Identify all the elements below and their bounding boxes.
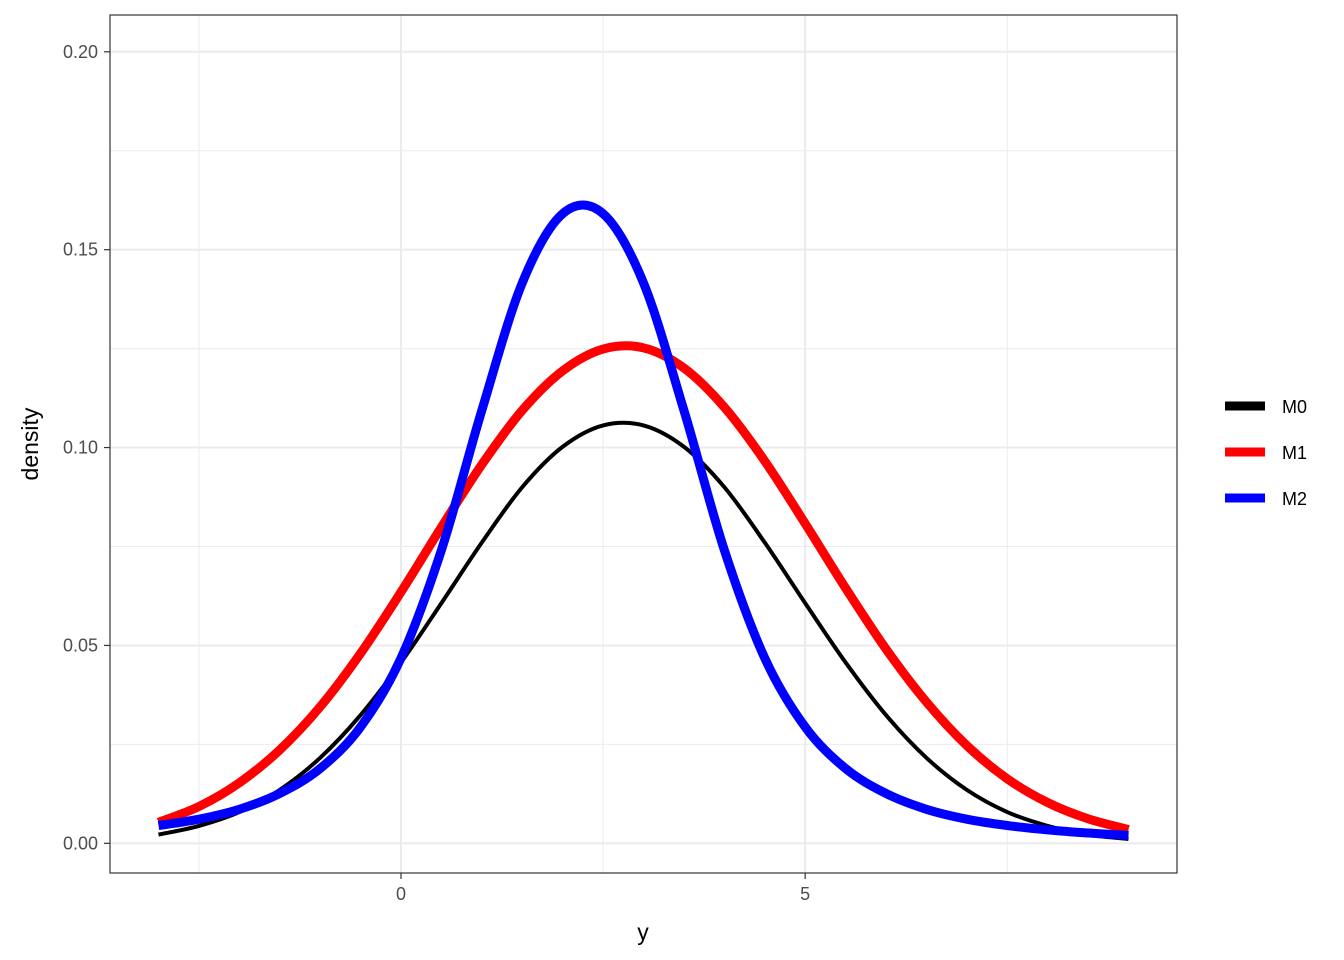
plot-background	[110, 15, 1177, 873]
y-tick-label-4: 0.20	[63, 42, 98, 62]
y-tick-label-2: 0.10	[63, 438, 98, 458]
legend-label-m2: M2	[1282, 489, 1307, 509]
x-tick-label-0: 0	[396, 884, 406, 904]
series-line-m2	[157, 200, 1129, 840]
y-axis: 0.00 0.05 0.10 0.15 0.20	[63, 42, 110, 853]
legend: M0 M1 M2	[1225, 397, 1307, 509]
y-axis-title: density	[17, 407, 43, 480]
x-axis-title: y	[637, 919, 649, 945]
y-tick-label-3: 0.15	[63, 240, 98, 260]
series-line-m0	[158, 420, 1129, 841]
plot-panel-border	[109, 14, 1178, 874]
series-line-m1	[156, 341, 1130, 834]
series-lines	[156, 200, 1130, 841]
x-tick-label-1: 5	[800, 884, 810, 904]
y-tick-label-0: 0.00	[63, 833, 98, 853]
legend-label-m0: M0	[1282, 397, 1307, 417]
y-tick-label-1: 0.05	[63, 635, 98, 655]
legend-label-m1: M1	[1282, 443, 1307, 463]
major-gridlines	[110, 15, 1177, 873]
